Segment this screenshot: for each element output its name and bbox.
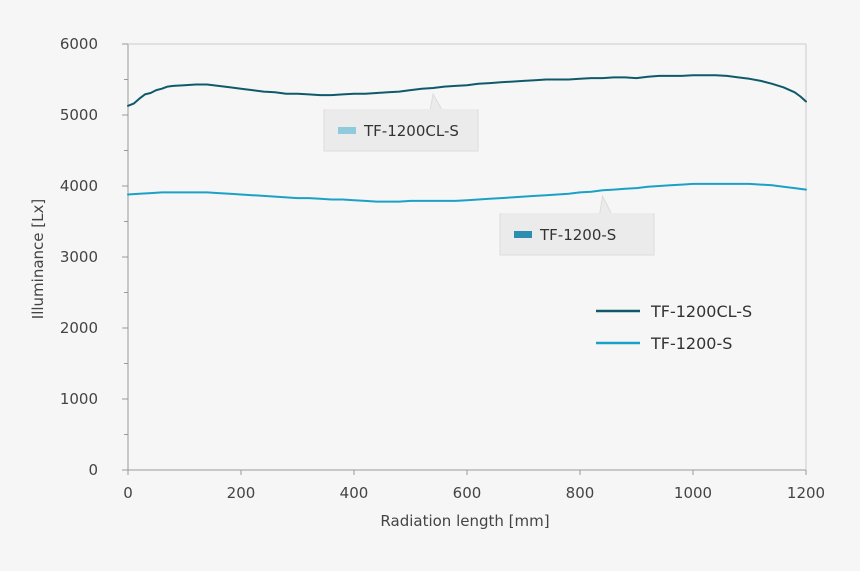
x-tick-label: 400 — [340, 484, 369, 502]
callout-seam — [501, 213, 653, 216]
y-tick-label: 6000 — [60, 35, 98, 53]
series-line-tf-1200cl-s — [127, 74, 807, 107]
callouts: TF-1200CL-S TF-1200-S — [323, 92, 655, 256]
callout-label: TF-1200-S — [539, 226, 616, 244]
callout-tf-1200cl-s: TF-1200CL-S — [323, 92, 479, 152]
x-tick-label: 600 — [453, 484, 482, 502]
callout-tf-1200-s: TF-1200-S — [499, 194, 655, 256]
y-tick-label: 5000 — [60, 106, 98, 124]
x-tick-label: 0 — [123, 484, 133, 502]
x-tick-label: 1000 — [674, 484, 712, 502]
y-tick-label: 4000 — [60, 177, 98, 195]
series-layer — [127, 74, 807, 203]
callout-swatch — [338, 127, 356, 134]
x-tick-label: 1200 — [787, 484, 825, 502]
callout-seam — [325, 109, 477, 112]
callout-swatch — [514, 231, 532, 238]
legend-label-tf-1200-s: TF-1200-S — [650, 334, 732, 353]
x-tick-label: 800 — [566, 484, 595, 502]
y-tick-label: 0 — [88, 461, 98, 479]
callout-label: TF-1200CL-S — [363, 122, 459, 140]
y-tick-label: 2000 — [60, 319, 98, 337]
axes: 0 1000 2000 3000 4000 5000 6000 0 200 400 600 800 10… — [29, 35, 825, 530]
y-tick-label: 1000 — [60, 390, 98, 408]
series-line-tf-1200-s — [127, 182, 807, 203]
legend: TF-1200CL-S TF-1200-S — [596, 302, 752, 353]
y-tick-label: 3000 — [60, 248, 98, 266]
legend-label-tf-1200cl-s: TF-1200CL-S — [650, 302, 752, 321]
y-axis-title: Illuminance [Lx] — [29, 199, 47, 319]
x-tick-label: 200 — [227, 484, 256, 502]
plot-area-background — [128, 44, 806, 470]
x-axis-title: Radiation length [mm] — [380, 512, 549, 530]
